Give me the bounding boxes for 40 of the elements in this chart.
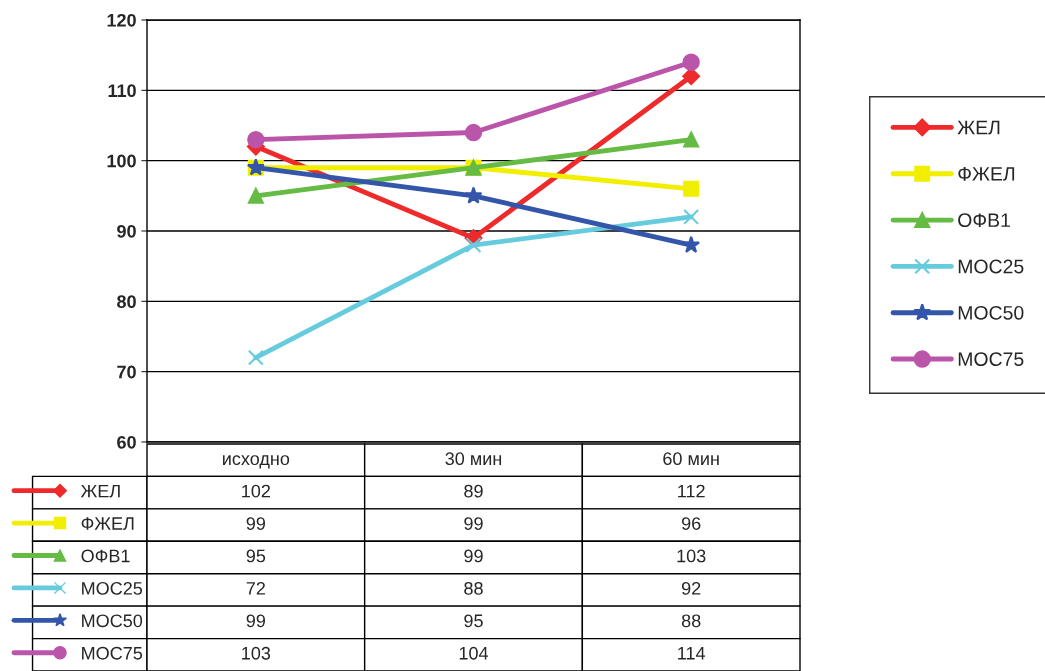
text: ОФВ1	[81, 549, 130, 563]
data-label: 88	[681, 614, 701, 628]
x-tick-label: 60 мин	[663, 452, 719, 466]
data-label: 92	[681, 581, 701, 595]
data-label: 89	[464, 484, 483, 498]
data-label: 114	[678, 647, 706, 660]
legend-label: МОС75	[958, 352, 1024, 367]
y-tick-label: 60	[117, 435, 136, 449]
legend-label: ОФВ1	[958, 213, 1010, 228]
text: МОС50	[82, 614, 143, 628]
data-label: 102	[242, 484, 270, 498]
y-tick-label: 110	[108, 84, 136, 98]
y-tick-label: 120	[107, 13, 136, 27]
y-tick-label: 90	[117, 224, 136, 238]
data-label: 99	[464, 549, 483, 563]
y-tick-label: 100	[107, 154, 136, 168]
text: ФЖЕЛ	[81, 517, 134, 530]
data-label: 112	[678, 484, 705, 498]
data-label: 99	[464, 517, 483, 530]
data-label: 103	[677, 549, 706, 563]
legend-label: ФЖЕЛ	[958, 167, 1015, 181]
x-tick-label: 30 мин	[445, 452, 502, 466]
data-label: 99	[246, 517, 266, 530]
data-label: 95	[246, 549, 266, 563]
x-tick-label: исходно	[223, 455, 290, 469]
data-label: 96	[681, 517, 701, 530]
legend-label: ЖЕЛ	[957, 120, 1000, 135]
text: МОС25	[958, 259, 1024, 274]
y-tick-label: 70	[117, 365, 136, 379]
y-tick-label: 80	[117, 295, 136, 309]
data-label: 103	[242, 646, 271, 660]
data-label: 88	[464, 581, 483, 595]
legend-label: МОС25	[82, 581, 143, 595]
data-label: 99	[246, 614, 266, 628]
legend-label: МОС50	[958, 305, 1024, 320]
data-label: 72	[246, 581, 265, 595]
text: МОС75	[82, 646, 143, 660]
data-label: 104	[459, 646, 489, 660]
text: ЖЕЛ	[80, 484, 120, 498]
data-label: 95	[464, 614, 483, 628]
